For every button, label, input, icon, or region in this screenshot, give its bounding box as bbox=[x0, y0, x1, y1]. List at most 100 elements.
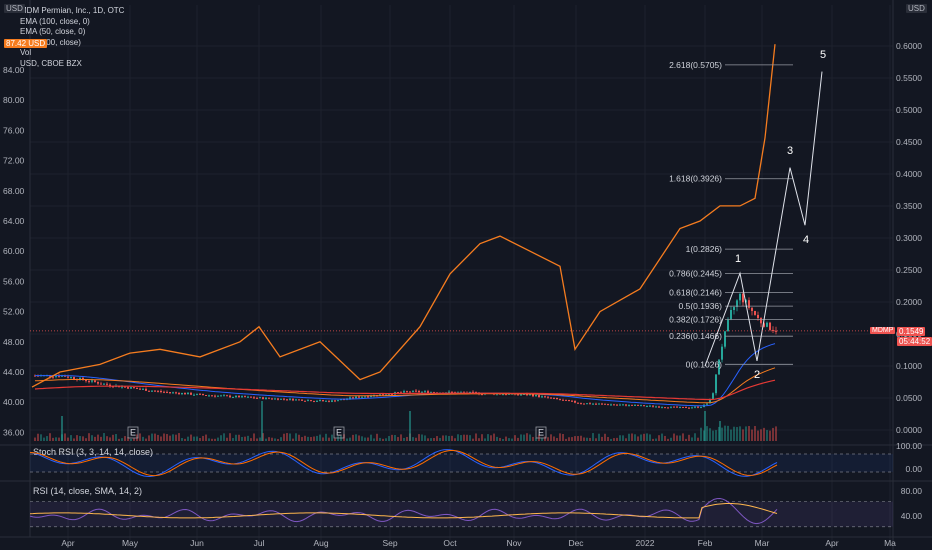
volume-bar bbox=[280, 437, 282, 441]
fib-level-label: 0.786(0.2445) bbox=[669, 269, 722, 279]
indicator-ema50[interactable]: EMA (50, close, 0) bbox=[20, 27, 86, 36]
indicator-ema200[interactable]: EMA (200, close) bbox=[20, 37, 81, 47]
volume-bar bbox=[559, 433, 561, 441]
volume-bar bbox=[649, 434, 651, 441]
y-tick-left: 40.00 bbox=[3, 397, 25, 407]
candle-body bbox=[205, 394, 207, 396]
candle-body bbox=[193, 394, 195, 396]
candle-body bbox=[670, 406, 672, 408]
volume-bar bbox=[748, 426, 750, 441]
volume-bar bbox=[550, 434, 552, 441]
stoch-title: Stoch RSI (3, 3, 14, 14, close) bbox=[33, 447, 153, 457]
earnings-marker-label: E bbox=[538, 428, 544, 438]
wave-label: 3 bbox=[787, 145, 793, 157]
candle-body bbox=[313, 401, 315, 403]
candle-body bbox=[136, 387, 138, 389]
candle-body bbox=[121, 386, 123, 388]
candle-body bbox=[331, 400, 333, 402]
volume-bar bbox=[91, 435, 93, 441]
volume-bar bbox=[397, 437, 399, 441]
volume-bar bbox=[232, 438, 234, 441]
volume-bar bbox=[490, 435, 492, 441]
candle-body bbox=[325, 400, 327, 402]
volume-bar bbox=[583, 437, 585, 441]
volume-bar bbox=[700, 427, 702, 441]
candle-body bbox=[646, 406, 648, 408]
candle-body bbox=[691, 407, 693, 409]
volume-bar bbox=[73, 438, 75, 441]
y-tick-left: 84.00 bbox=[3, 65, 25, 75]
earnings-marker bbox=[333, 426, 345, 439]
volume-bar bbox=[502, 438, 504, 441]
last-price-tag: 0.1549 bbox=[897, 327, 926, 336]
x-tick: 2022 bbox=[636, 538, 655, 548]
candle-body bbox=[241, 396, 243, 398]
volume-bar bbox=[646, 433, 648, 441]
candle-body bbox=[364, 396, 366, 398]
volume-bar bbox=[733, 426, 735, 441]
candle-body bbox=[655, 406, 657, 408]
volume-bar bbox=[307, 436, 309, 441]
indicator-overlay[interactable]: USD, CBOE BZX bbox=[20, 58, 82, 68]
volume-bar bbox=[163, 433, 165, 441]
volume-bar bbox=[235, 434, 237, 441]
candle-body bbox=[700, 407, 702, 409]
rsi-sma-line bbox=[29, 503, 778, 519]
indicator-ema100[interactable]: EMA (100, close, 0) bbox=[20, 16, 90, 26]
volume-bar bbox=[766, 430, 768, 441]
candle-body bbox=[37, 375, 39, 377]
candle-body bbox=[67, 376, 69, 378]
candle-body bbox=[421, 391, 423, 393]
volume-bar bbox=[415, 437, 417, 441]
volume-bar bbox=[361, 436, 363, 441]
volume-bar bbox=[736, 427, 738, 441]
volume-bar bbox=[316, 435, 318, 441]
volume-bar bbox=[613, 438, 615, 441]
volume-bar bbox=[610, 438, 612, 441]
volume-bar bbox=[139, 433, 141, 441]
candle-body bbox=[475, 391, 477, 393]
volume-bar bbox=[322, 437, 324, 441]
candle-body bbox=[676, 406, 678, 408]
candle-body bbox=[553, 397, 555, 399]
candle-body bbox=[211, 395, 213, 397]
candle-body bbox=[85, 379, 87, 382]
volume-bar bbox=[100, 436, 102, 441]
candle-body bbox=[358, 396, 360, 398]
volume-bar bbox=[679, 435, 681, 441]
candle-body bbox=[742, 293, 744, 303]
y-tick-left: 44.00 bbox=[3, 367, 25, 377]
stoch-y-tick: 100.00 bbox=[896, 441, 922, 451]
candle-body bbox=[766, 322, 768, 327]
candle-body bbox=[610, 404, 612, 406]
candle-body bbox=[448, 391, 450, 393]
candle-body bbox=[247, 396, 249, 398]
candle-body bbox=[697, 406, 699, 408]
indicator-volume[interactable]: Vol bbox=[20, 48, 32, 57]
volume-bar bbox=[655, 438, 657, 441]
candle-body bbox=[619, 404, 621, 406]
x-tick: Apr bbox=[61, 538, 74, 548]
candle-body bbox=[163, 391, 165, 393]
volume-bar bbox=[694, 433, 696, 441]
volume-bar bbox=[298, 434, 300, 441]
candle-body bbox=[694, 406, 696, 408]
candle-body bbox=[271, 398, 273, 400]
volume-bar bbox=[586, 437, 588, 441]
candle-body bbox=[505, 394, 507, 396]
symbol-title[interactable]: MDM Permian, Inc., 1D, OTC bbox=[20, 6, 125, 15]
candle-body bbox=[361, 396, 363, 398]
volume-bar bbox=[436, 436, 438, 441]
candle-body bbox=[367, 396, 369, 398]
volume-bar bbox=[691, 437, 693, 441]
volume-bar bbox=[178, 433, 180, 441]
volume-bar bbox=[721, 427, 723, 441]
y-tick-left: 80.00 bbox=[3, 95, 25, 105]
rsi-y-tick: 40.00 bbox=[901, 511, 923, 521]
volume-bar bbox=[439, 437, 441, 441]
volume-bar bbox=[268, 437, 270, 441]
candle-body bbox=[130, 387, 132, 389]
candle-body bbox=[97, 382, 99, 384]
volume-bar bbox=[553, 436, 555, 441]
